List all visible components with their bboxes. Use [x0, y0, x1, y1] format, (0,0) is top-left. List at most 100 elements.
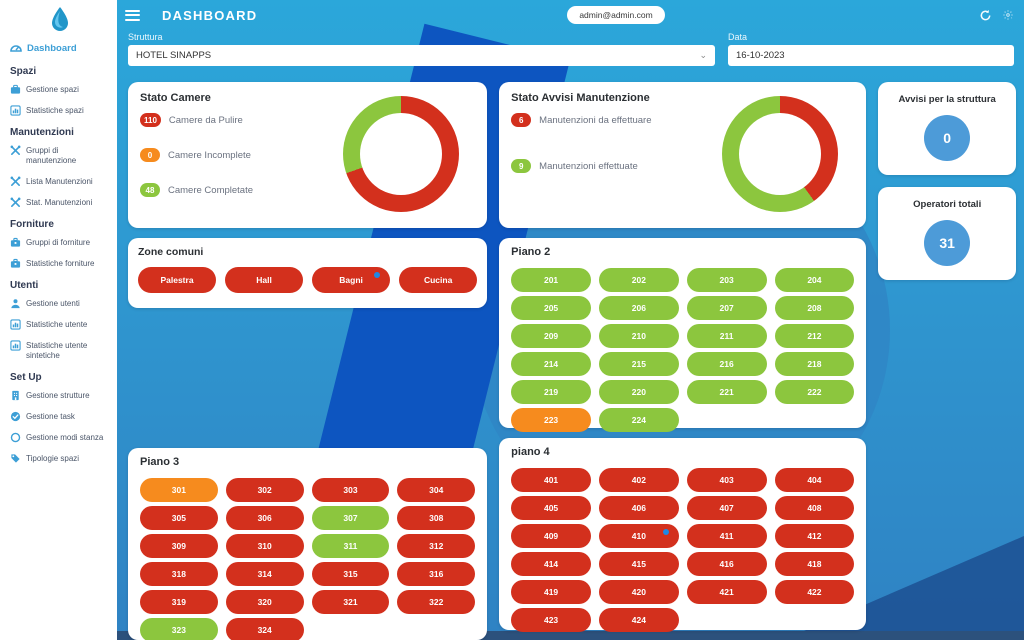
room-number: 409 — [543, 531, 559, 541]
data-date-input[interactable]: 16-10-2023 — [728, 45, 1014, 66]
room-pill[interactable]: 411 — [686, 524, 767, 548]
room-pill[interactable]: 401 — [511, 468, 591, 492]
room-pill[interactable]: 220 — [598, 380, 679, 404]
room-pill[interactable]: 214 — [511, 352, 591, 376]
room-pill[interactable]: 309 — [140, 534, 218, 558]
sidebar-item[interactable]: Statistiche utente sintetiche — [10, 340, 109, 361]
room-pill[interactable]: 419 — [511, 580, 591, 604]
room-pill[interactable]: 208 — [774, 296, 855, 320]
sidebar-item[interactable]: Gestione spazi — [10, 84, 109, 95]
room-pill[interactable]: 318 — [140, 562, 218, 586]
room-pill[interactable]: 421 — [686, 580, 767, 604]
room-pill[interactable]: 323 — [140, 618, 218, 640]
room-pill[interactable]: 303 — [311, 478, 390, 502]
zone-pill[interactable]: Hall — [225, 267, 304, 293]
room-pill[interactable]: 310 — [225, 534, 304, 558]
room-pill[interactable]: 416 — [686, 552, 767, 576]
room-number: 319 — [171, 597, 186, 607]
room-number: 404 — [807, 475, 822, 485]
operatori-totali-card: Operatori totali 31 — [878, 187, 1017, 280]
room-pill[interactable]: 211 — [686, 324, 767, 348]
zone-pill[interactable]: Palestra — [138, 267, 217, 293]
room-pill[interactable]: 207 — [686, 296, 767, 320]
room-pill[interactable]: 422 — [774, 580, 855, 604]
sidebar-item-label: Lista Manutenzioni — [26, 177, 93, 186]
room-pill[interactable]: 204 — [774, 268, 855, 292]
room-pill[interactable]: 224 — [598, 408, 679, 432]
gear-icon[interactable] — [1002, 9, 1014, 21]
room-pill[interactable]: 316 — [397, 562, 476, 586]
room-pill[interactable]: 223 — [511, 408, 591, 432]
room-pill[interactable]: 423 — [511, 608, 591, 632]
room-pill[interactable]: 320 — [225, 590, 304, 614]
room-pill[interactable]: 418 — [774, 552, 855, 576]
room-pill[interactable]: 216 — [686, 352, 767, 376]
room-pill[interactable]: 210 — [598, 324, 679, 348]
room-pill[interactable]: 405 — [511, 496, 591, 520]
room-pill[interactable]: 402 — [598, 468, 679, 492]
room-pill[interactable]: 315 — [311, 562, 390, 586]
room-pill[interactable]: 403 — [686, 468, 767, 492]
user-email-badge[interactable]: admin@admin.com — [567, 6, 665, 24]
room-pill[interactable]: 412 — [774, 524, 855, 548]
room-pill[interactable]: 314 — [225, 562, 304, 586]
struttura-select[interactable]: HOTEL SINAPPS ⌄ — [128, 45, 715, 66]
room-pill[interactable]: 209 — [511, 324, 591, 348]
room-pill[interactable]: 302 — [225, 478, 304, 502]
sidebar-item[interactable]: Statistiche forniture — [10, 258, 109, 269]
room-pill[interactable]: 410 — [598, 524, 679, 548]
room-number: 306 — [257, 512, 272, 523]
room-pill[interactable]: 206 — [598, 296, 679, 320]
sidebar-item[interactable]: Gestione strutture — [10, 390, 109, 401]
room-pill[interactable]: 408 — [774, 496, 855, 520]
sidebar-item[interactable]: Gruppi di manutenzione — [10, 145, 109, 166]
sidebar-item[interactable]: Stat. Manutenzioni — [10, 197, 109, 208]
room-pill[interactable]: 301 — [140, 478, 218, 502]
room-pill[interactable]: 221 — [686, 380, 767, 404]
sidebar-item[interactable]: Lista Manutenzioni — [10, 176, 109, 187]
room-pill[interactable]: 215 — [598, 352, 679, 376]
room-pill[interactable]: 319 — [140, 590, 218, 614]
room-pill[interactable]: 404 — [774, 468, 855, 492]
room-pill[interactable]: 311 — [311, 534, 390, 558]
sidebar-item[interactable]: Gruppi di forniture — [10, 237, 109, 248]
room-pill[interactable]: 406 — [598, 496, 679, 520]
room-pill[interactable]: 414 — [511, 552, 591, 576]
room-pill[interactable]: 415 — [598, 552, 679, 576]
room-pill[interactable]: 203 — [686, 268, 767, 292]
sidebar-item[interactable]: Gestione utenti — [10, 299, 109, 309]
room-pill[interactable]: 307 — [311, 506, 390, 530]
room-pill[interactable]: 201 — [511, 268, 591, 292]
room-pill[interactable]: 306 — [225, 506, 304, 530]
sidebar-item-icon — [10, 340, 21, 351]
sidebar-item[interactable]: Tipologie spazi — [10, 454, 109, 464]
refresh-icon[interactable] — [979, 9, 992, 22]
room-pill[interactable]: 420 — [598, 580, 679, 604]
sidebar-item[interactable]: Statistiche utente — [10, 319, 109, 330]
room-pill[interactable]: 409 — [511, 524, 591, 548]
room-pill[interactable]: 324 — [225, 618, 304, 640]
sidebar-item-icon — [10, 319, 21, 330]
room-pill[interactable]: 304 — [397, 478, 476, 502]
room-pill[interactable]: 321 — [311, 590, 390, 614]
zone-pill[interactable]: Cucina — [399, 267, 478, 293]
room-pill[interactable]: 407 — [686, 496, 767, 520]
room-pill[interactable]: 424 — [598, 608, 679, 632]
hamburger-menu-icon[interactable] — [125, 7, 140, 23]
zone-pill[interactable]: Bagni — [312, 267, 391, 293]
room-pill[interactable]: 212 — [774, 324, 855, 348]
room-pill[interactable]: 312 — [397, 534, 476, 558]
room-number: 316 — [429, 569, 444, 579]
sidebar-item-dashboard[interactable]: Dashboard — [10, 42, 109, 54]
room-pill[interactable]: 202 — [598, 268, 679, 292]
room-pill[interactable]: 222 — [774, 380, 855, 404]
sidebar-item[interactable]: Statistiche spazi — [10, 105, 109, 116]
room-pill[interactable]: 322 — [397, 590, 476, 614]
room-pill[interactable]: 305 — [140, 506, 218, 530]
room-pill[interactable]: 205 — [511, 296, 591, 320]
room-pill[interactable]: 308 — [397, 506, 476, 530]
room-pill[interactable]: 219 — [511, 380, 591, 404]
sidebar-item[interactable]: Gestione task — [10, 411, 109, 422]
room-pill[interactable]: 218 — [774, 352, 855, 376]
sidebar-item[interactable]: Gestione modi stanza — [10, 432, 109, 443]
